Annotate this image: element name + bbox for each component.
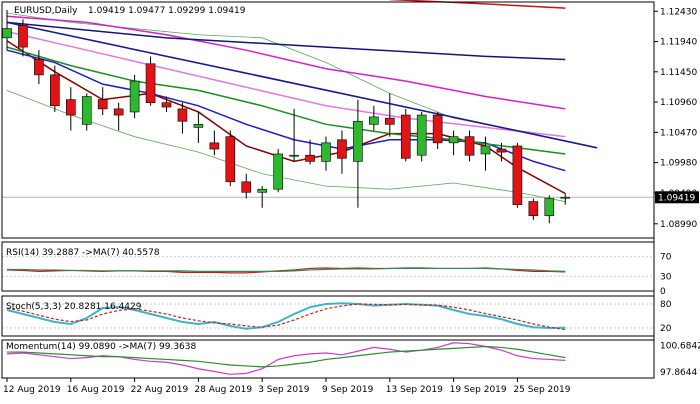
- series-stoch-signal: [6, 303, 566, 331]
- overlay-ma-navy: [6, 21, 566, 61]
- indicator-tick-label: 100.6842: [660, 342, 700, 352]
- candle-bull: [289, 154, 299, 157]
- candle-bear: [177, 108, 188, 122]
- symbol-label: EURUSD,Daily: [14, 6, 78, 16]
- overlay-ma-red: [389, 0, 566, 9]
- momentum-label: Momentum(14) 99.0890 ->MA(7) 99.3638: [6, 342, 197, 352]
- x-tick-label: 3 Sep 2019: [258, 385, 310, 395]
- indicator-tick-label: 0: [660, 287, 666, 297]
- ohlc-label: 1.09419 1.09477 1.09299 1.09419: [88, 6, 246, 16]
- x-tick-label: 28 Aug 2019: [194, 385, 252, 395]
- candle-bull: [369, 116, 379, 125]
- price-tick-label: 1.09980: [660, 159, 697, 169]
- x-tick-label: 19 Sep 2019: [450, 385, 507, 395]
- series-momentum-ma: [7, 345, 566, 368]
- candle-bear: [225, 136, 236, 183]
- candle-bear: [384, 117, 395, 125]
- price-tick-label: 1.11940: [660, 38, 697, 48]
- rsi-label: RSI(14) 39.2887 ->MA(7) 40.5578: [6, 248, 160, 258]
- rsi-panel: [6, 267, 566, 274]
- x-tick-label: 16 Aug 2019: [67, 385, 125, 395]
- overlay-bb-lower: [6, 89, 566, 202]
- candle-bull: [544, 198, 555, 217]
- candle-bull: [560, 196, 571, 199]
- price-tick-label: 1.08990: [660, 220, 697, 230]
- candle-bull: [273, 153, 283, 190]
- candle-bear: [241, 181, 252, 193]
- candle-bear: [432, 114, 443, 144]
- last-price-box: [655, 191, 699, 204]
- candle-bull: [257, 188, 268, 193]
- overlay-ma-pink: [6, 30, 566, 138]
- stoch-panel: [6, 302, 566, 331]
- momentum-panel: [6, 342, 566, 375]
- candle-bear: [97, 99, 108, 110]
- indicator-tick-label: 20: [660, 324, 672, 334]
- candle-bear: [305, 154, 315, 162]
- candle-bear: [464, 136, 475, 156]
- candle-bull: [353, 120, 363, 162]
- overlay-ma-magenta: [6, 15, 566, 110]
- candle-bull: [193, 124, 204, 128]
- x-tick-label: 12 Aug 2019: [3, 385, 61, 395]
- candle-bull: [416, 114, 427, 156]
- panel-frame-main: [1, 1, 655, 239]
- x-tick-label: 22 Aug 2019: [131, 385, 189, 395]
- x-tick-label: 9 Sep 2019: [322, 385, 374, 395]
- stoch-label: Stoch(5,3,3) 20.8281 16.4429: [6, 302, 142, 312]
- candle-bull: [448, 136, 459, 144]
- price-tick-label: 1.10960: [660, 98, 697, 108]
- candle-bear: [528, 201, 539, 217]
- price-tick-label: 1.12430: [660, 7, 697, 17]
- candle-bull: [480, 145, 491, 155]
- x-tick-label: 25 Sep 2019: [513, 385, 570, 395]
- candle-bear: [496, 148, 507, 153]
- axes-layer: 1.12430 1.11940 1.11450 1.10960 1.10470 1.099…: [1, 1, 700, 395]
- candle-bear: [113, 108, 124, 116]
- last-price-label: 1.09419: [658, 193, 695, 203]
- candle-bear: [50, 74, 60, 107]
- candle-bear: [209, 142, 220, 150]
- candle-bear: [337, 139, 347, 159]
- price-panel: [2, 0, 654, 224]
- candle-bear: [18, 25, 28, 48]
- indicator-tick-label: 30: [660, 272, 672, 282]
- grid-layer: [2, 256, 654, 329]
- indicator-tick-label: 80: [660, 300, 672, 310]
- candle-bear: [512, 145, 523, 205]
- candle-bear: [400, 114, 411, 159]
- candle-bull: [129, 80, 140, 113]
- candle-bull: [321, 142, 331, 162]
- series-stoch-main: [6, 302, 566, 330]
- candle-bull: [2, 28, 12, 39]
- x-tick-label: 13 Sep 2019: [386, 385, 443, 395]
- candle-bear: [161, 102, 172, 108]
- candle-bear: [66, 99, 76, 116]
- overlay-trendline: [6, 21, 598, 149]
- indicator-tick-label: 70: [660, 253, 672, 263]
- series-rsi-ma: [7, 267, 566, 272]
- price-tick-label: 1.10470: [660, 128, 697, 138]
- price-tick-label: 1.11450: [660, 68, 697, 78]
- indicator-tick-label: 97.8644: [660, 368, 697, 378]
- candle-bear: [34, 59, 44, 76]
- candle-bull: [81, 96, 92, 125]
- candle-bear: [145, 63, 156, 104]
